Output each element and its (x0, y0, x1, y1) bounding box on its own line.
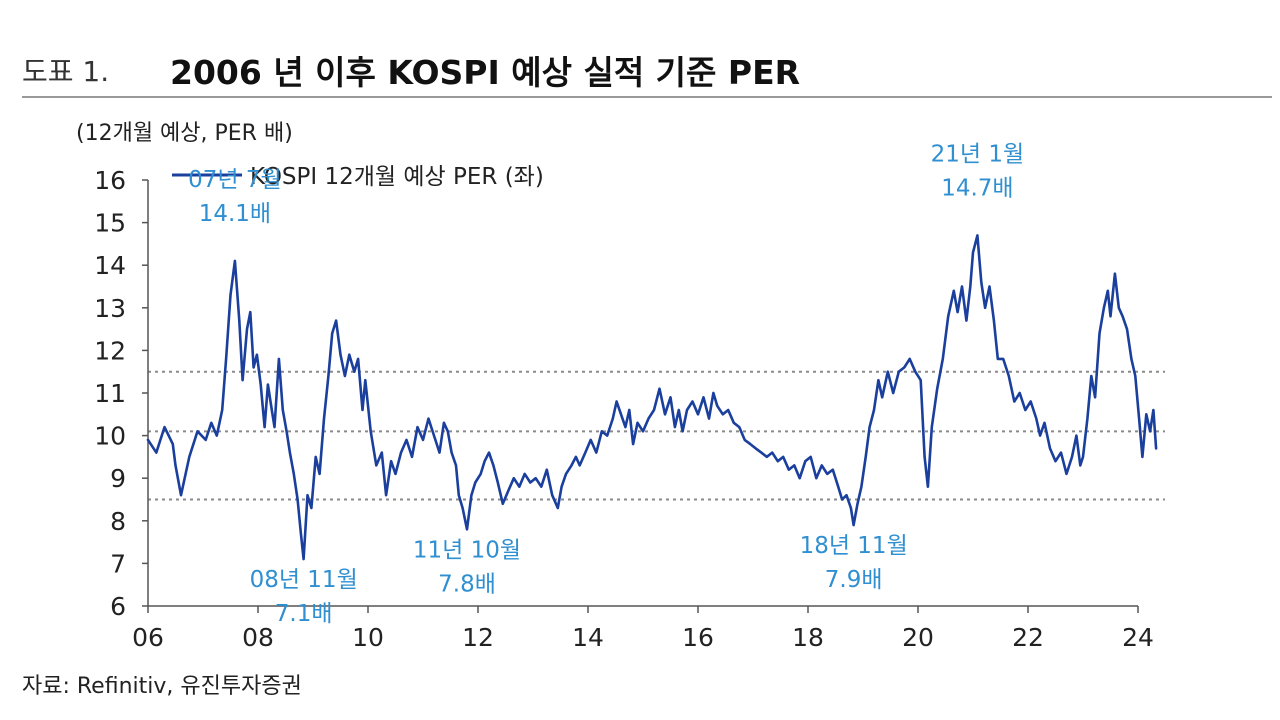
y-tick-label: 14 (94, 251, 126, 280)
annotation-label: 18년 11월 (800, 533, 908, 559)
annotation-label: 21년 1월 (931, 141, 1025, 167)
legend-label: KOSPI 12개월 예상 PER (좌) (250, 164, 544, 190)
annotation-label: 7.1배 (275, 601, 333, 627)
y-tick-label: 12 (94, 336, 126, 365)
x-tick-label: 24 (1122, 623, 1154, 652)
annotation-label: 14.7배 (941, 175, 1013, 201)
x-tick-label: 14 (572, 623, 604, 652)
x-tick-label: 12 (462, 623, 494, 652)
y-tick-label: 7 (110, 549, 126, 578)
y-tick-label: 8 (110, 507, 126, 536)
annotation-label: 07년 7월 (188, 167, 282, 193)
y-tick-label: 9 (110, 464, 126, 493)
x-tick-label: 22 (1012, 623, 1044, 652)
annotation-label: 08년 11월 (250, 567, 358, 593)
x-tick-label: 08 (242, 623, 274, 652)
figure-label: 도표 1. (22, 55, 110, 88)
x-tick-label: 16 (682, 623, 714, 652)
x-tick-label: 10 (352, 623, 384, 652)
y-tick-label: 10 (94, 422, 126, 451)
y-tick-label: 11 (94, 379, 126, 408)
y-tick-label: 16 (94, 166, 126, 195)
annotation-label: 7.8배 (438, 571, 496, 597)
annotation-label: 11년 10월 (413, 537, 521, 563)
x-tick-label: 06 (132, 623, 164, 652)
y-axis-unit-label: (12개월 예상, PER 배) (76, 121, 293, 146)
y-tick-label: 6 (110, 592, 126, 621)
x-tick-label: 18 (792, 623, 824, 652)
y-tick-label: 15 (94, 209, 126, 238)
annotation-label: 14.1배 (199, 201, 271, 227)
y-tick-label: 13 (94, 294, 126, 323)
source-note: 자료: Refinitiv, 유진투자증권 (22, 674, 302, 699)
annotation-label: 7.9배 (825, 567, 883, 593)
figure-title: 2006 년 이후 KOSPI 예상 실적 기준 PER (170, 53, 801, 92)
series-line (146, 234, 1158, 561)
figure-header: 도표 1. 2006 년 이후 KOSPI 예상 실적 기준 PER (22, 38, 1272, 98)
x-tick-label: 20 (902, 623, 934, 652)
header-divider (22, 96, 1272, 98)
